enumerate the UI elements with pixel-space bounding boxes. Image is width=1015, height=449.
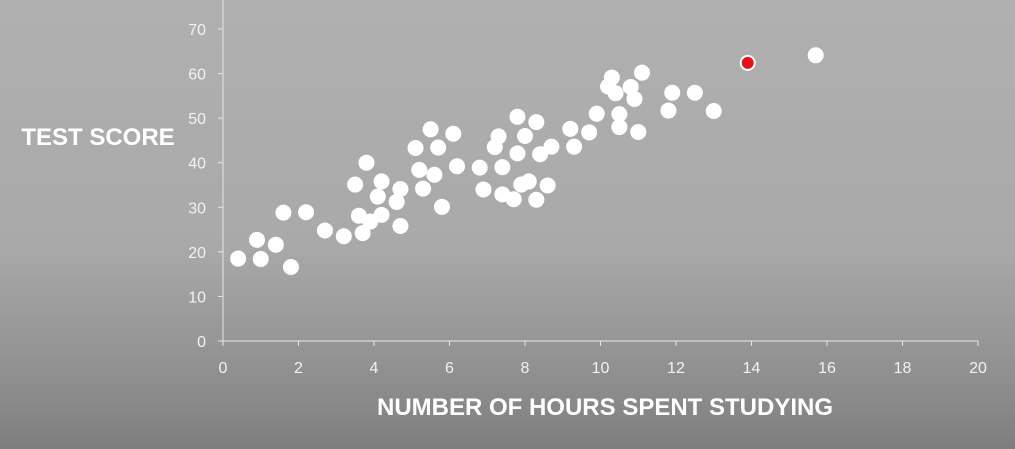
data-point [509,145,526,162]
data-point [354,225,371,242]
y-tick-label: 40 [188,156,206,173]
data-point [664,84,681,101]
y-tick-label: 0 [197,334,206,351]
data-point [392,181,409,198]
y-tick-label: 20 [188,245,206,262]
data-point [543,138,560,155]
data-point [520,173,537,190]
data-point [686,84,703,101]
data-point [430,139,447,156]
x-tick-label: 4 [370,360,379,377]
data-point [407,140,424,157]
data-point [622,78,639,95]
data-point [275,204,292,221]
data-point [415,180,432,197]
data-point [611,119,628,136]
data-point [475,181,492,198]
x-tick-label: 0 [219,360,228,377]
data-point [298,204,315,221]
data-point [358,154,375,171]
data-point [807,47,824,64]
y-axis-ticks: 0 10 20 30 40 50 60 70 [188,22,223,351]
data-point [528,191,545,208]
data-point [607,85,624,102]
data-point [433,198,450,215]
x-tick-label: 18 [894,360,912,377]
data-point [252,250,269,267]
y-tick-label: 70 [188,22,206,39]
data-point [471,159,488,176]
x-axis-ticks: 0 2 4 6 8 10 12 14 16 18 20 [219,341,987,377]
data-point [532,146,549,163]
x-tick-label: 14 [743,360,761,377]
data-point [581,124,598,141]
x-tick-label: 8 [521,360,530,377]
data-point [267,236,284,253]
x-tick-label: 2 [294,360,303,377]
x-axis-title: NUMBER OF HOURS SPENT STUDYING [377,394,833,421]
data-point [392,218,409,235]
data-point [369,188,386,205]
data-point [388,193,405,210]
data-point [611,106,628,123]
data-points [230,47,824,276]
data-point [316,222,333,239]
axes [222,0,978,342]
data-point [426,166,443,183]
x-tick-label: 10 [592,360,610,377]
y-tick-label: 10 [188,289,206,306]
y-tick-label: 60 [188,67,206,84]
x-tick-label: 12 [667,360,685,377]
data-point [445,125,462,142]
data-point [509,108,526,125]
highlighted-data-point [739,54,756,71]
data-point [282,259,299,276]
data-point [422,121,439,138]
data-point [528,114,545,131]
data-point [494,159,511,176]
data-point [603,69,620,86]
data-point [505,191,522,208]
x-tick-label: 20 [969,360,987,377]
data-point [562,120,579,137]
data-point [634,64,651,81]
data-point [411,161,428,178]
data-point [517,127,533,144]
x-tick-label: 16 [818,360,836,377]
data-point [539,177,556,194]
y-axis-title: TEST SCORE [21,124,174,151]
data-point [335,228,352,245]
x-tick-label: 6 [445,360,454,377]
y-tick-label: 30 [188,200,206,217]
data-point [373,173,390,190]
data-point [490,128,507,145]
data-point [566,138,583,155]
data-point [449,158,466,175]
data-point [230,250,247,267]
data-point [588,105,605,122]
data-point [660,102,677,119]
data-point [626,90,643,107]
data-point [373,206,390,223]
data-point [630,123,647,140]
data-point [248,231,265,248]
data-point [705,103,722,120]
data-point [347,176,364,193]
y-tick-label: 50 [188,111,206,128]
